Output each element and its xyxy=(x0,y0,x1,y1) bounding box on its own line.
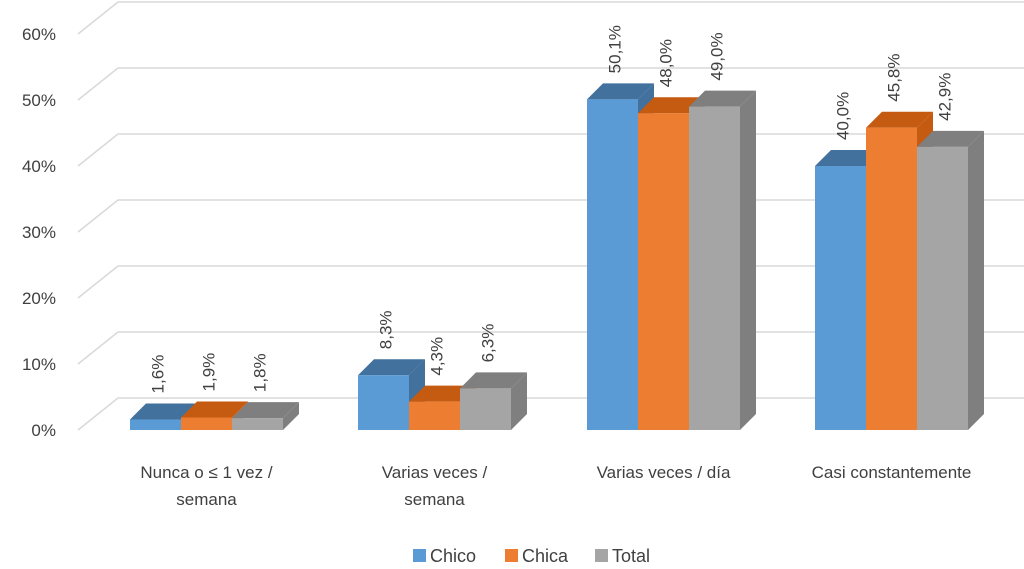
bar-top xyxy=(587,83,654,100)
bar-front xyxy=(232,418,283,430)
bar-top xyxy=(232,402,299,419)
bar-front xyxy=(917,146,968,431)
y-tick-label: 10% xyxy=(22,355,56,374)
bar-side xyxy=(511,372,527,430)
bar xyxy=(689,90,756,430)
gridline-side xyxy=(77,331,119,365)
y-tick-label: 60% xyxy=(22,25,56,44)
x-category-label: Nunca o ≤ 1 vez / semana xyxy=(140,463,272,509)
bar-top xyxy=(638,97,705,114)
bar-top xyxy=(460,372,527,389)
bar-front xyxy=(358,375,409,430)
legend-label: Chico xyxy=(430,546,476,566)
data-label: 1,8% xyxy=(251,353,270,392)
legend-label: Total xyxy=(612,546,650,566)
bar xyxy=(460,372,527,430)
data-label: 50,1% xyxy=(606,25,625,73)
gridline-side xyxy=(77,265,119,299)
y-tick-label: 30% xyxy=(22,223,56,242)
bar xyxy=(232,402,299,430)
bar xyxy=(917,130,984,431)
bar-top xyxy=(689,90,756,107)
legend-item: Total xyxy=(595,546,650,566)
gridline-side xyxy=(77,1,119,35)
y-tick-label: 40% xyxy=(22,157,56,176)
y-tick-label: 50% xyxy=(22,91,56,110)
bar-front xyxy=(689,106,740,430)
y-tick-label: 20% xyxy=(22,289,56,308)
gridline-side xyxy=(77,199,119,233)
bar-top xyxy=(866,111,933,128)
legend-item: Chico xyxy=(413,546,476,566)
bar-top xyxy=(181,401,248,418)
bar-side xyxy=(968,130,984,431)
gridline-side xyxy=(77,397,119,431)
legend-swatch xyxy=(413,549,426,562)
data-label: 40,0% xyxy=(834,92,853,140)
legend: Chico Chica Total xyxy=(413,546,650,566)
data-label: 42,9% xyxy=(936,73,955,121)
data-label: 8,3% xyxy=(377,310,396,349)
bar-front xyxy=(638,113,689,430)
data-label: 49,0% xyxy=(708,32,727,80)
data-labels: 1,6% 1,9% 1,8% 8,3% 4,3% 6,3% 50,1% 48,0% 49,0% 4… xyxy=(149,25,955,393)
x-axis: Nunca o ≤ 1 vez / semana Varias veces / sem… xyxy=(140,463,971,509)
y-axis: 0% 10% 20% 30% 40% 50% 60% xyxy=(22,25,56,440)
bars xyxy=(130,83,984,431)
legend-swatch xyxy=(595,549,608,562)
bar-front xyxy=(181,417,232,430)
bar-top xyxy=(130,403,197,420)
bar-top xyxy=(917,130,984,147)
data-label: 1,9% xyxy=(200,353,219,392)
bar-top xyxy=(358,359,425,376)
bar-top xyxy=(409,385,476,402)
bar-front xyxy=(409,401,460,430)
legend-item: Chica xyxy=(505,546,569,566)
data-label: 1,6% xyxy=(149,355,168,394)
gridline-side xyxy=(77,133,119,167)
bar-front xyxy=(866,127,917,430)
x-category-label: Casi constantemente xyxy=(812,463,972,482)
bar-front xyxy=(587,99,638,430)
legend-label: Chica xyxy=(522,546,569,566)
bar-side xyxy=(283,402,299,430)
data-label: 45,8% xyxy=(885,54,904,102)
legend-swatch xyxy=(505,549,518,562)
bar-top xyxy=(815,150,882,166)
x-category-label: Varias veces / semana xyxy=(382,463,488,509)
bar-side xyxy=(740,90,756,430)
data-label: 6,3% xyxy=(479,324,498,363)
data-label: 48,0% xyxy=(657,39,676,87)
gridline-side xyxy=(77,67,119,101)
bar-front xyxy=(460,388,511,430)
y-tick-label: 0% xyxy=(31,421,56,440)
x-category-label: Varias veces / día xyxy=(597,463,731,482)
bar-front xyxy=(130,419,181,430)
bar-front xyxy=(815,166,866,430)
data-label: 4,3% xyxy=(428,337,447,376)
